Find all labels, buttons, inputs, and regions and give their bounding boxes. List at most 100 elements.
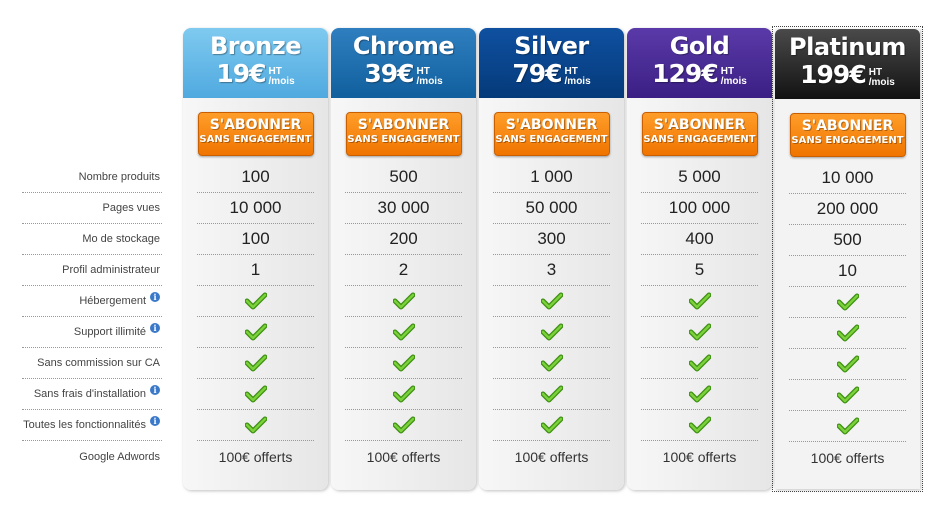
checkmark-icon (540, 292, 563, 310)
checkmark-icon (688, 323, 711, 341)
plan-value: 500 (789, 225, 906, 256)
info-icon[interactable]: i (150, 385, 160, 395)
plan-value: 10 000 (197, 193, 314, 224)
feature-included (345, 286, 462, 317)
plan-name: Chrome (352, 32, 455, 60)
plan-column-gold: Gold 129€ HT/mois S'ABONNER SANS ENGAGEMENT 5… (627, 28, 772, 490)
feature-label: Sans commission sur CA (22, 348, 162, 379)
plan-value: 50 000 (493, 193, 610, 224)
plan-values: 1 000 50 000 300 3 100€ offerts (479, 162, 624, 472)
checkmark-icon (540, 385, 563, 403)
plan-column-bronze: Bronze 19€ HT/mois S'ABONNER SANS ENGAGEMENT… (183, 28, 328, 490)
plan-header: Gold 129€ HT/mois (627, 28, 772, 98)
feature-label: Hébergement i (22, 286, 162, 317)
feature-included (345, 348, 462, 379)
feature-included (789, 349, 906, 380)
price-unit: HT/mois (268, 66, 295, 87)
plan-price: 19€ HT/mois (183, 59, 328, 89)
checkmark-icon (392, 416, 415, 434)
plan-value: 100 000 (641, 193, 758, 224)
subscribe-button[interactable]: S'ABONNER SANS ENGAGEMENT (197, 112, 314, 156)
checkmark-icon (540, 354, 563, 372)
plan-column-chrome: Chrome 39€ HT/mois S'ABONNER SANS ENGAGEMENT… (331, 28, 476, 490)
feature-included (197, 379, 314, 410)
subscribe-button[interactable]: S'ABONNER SANS ENGAGEMENT (641, 112, 758, 156)
feature-label: Google Adwords (79, 450, 160, 463)
feature-included (789, 380, 906, 411)
subscribe-button[interactable]: S'ABONNER SANS ENGAGEMENT (493, 112, 610, 156)
checkmark-icon (688, 354, 711, 372)
plan-value: 300 (493, 224, 610, 255)
feature-included (789, 411, 906, 442)
plan-name: Gold (669, 32, 730, 60)
feature-included (493, 379, 610, 410)
plan-value: 200 000 (789, 194, 906, 225)
checkmark-icon (244, 323, 267, 341)
checkmark-icon (836, 293, 859, 311)
plan-header: Silver 79€ HT/mois (479, 28, 624, 98)
price-amount: 19€ (216, 59, 266, 88)
plan-value: 30 000 (345, 193, 462, 224)
plan-name: Platinum (789, 33, 906, 61)
feature-label: Profil administrateur (22, 255, 162, 286)
plan-values: 5 000 100 000 400 5 100€ offerts (627, 162, 772, 472)
feature-included (493, 286, 610, 317)
plan-name: Silver (514, 32, 589, 60)
feature-labels: Nombre produits Pages vues Mo de stockag… (22, 162, 162, 472)
checkmark-icon (244, 354, 267, 372)
plan-column-silver: Silver 79€ HT/mois S'ABONNER SANS ENGAGEMENT… (479, 28, 624, 490)
plan-price: 79€ HT/mois (479, 59, 624, 89)
plan-value: 100 (197, 162, 314, 193)
plan-header: Chrome 39€ HT/mois (331, 28, 476, 98)
feature-included (493, 410, 610, 441)
plan-name: Bronze (210, 32, 301, 60)
plan-value: 2 (345, 255, 462, 286)
plan-value: 1 (197, 255, 314, 286)
checkmark-icon (836, 386, 859, 404)
price-amount: 39€ (364, 59, 414, 88)
price-amount: 79€ (512, 59, 562, 88)
feature-included (345, 317, 462, 348)
plan-header: Bronze 19€ HT/mois (183, 28, 328, 98)
adwords-offer: 100€ offerts (810, 449, 885, 466)
price-unit: HT/mois (868, 67, 895, 88)
plan-value: 100 (197, 224, 314, 255)
feature-label: Pages vues (22, 193, 162, 224)
subscribe-button[interactable]: S'ABONNER SANS ENGAGEMENT (345, 112, 462, 156)
price-amount: 199€ (800, 60, 867, 89)
price-unit: HT/mois (564, 66, 591, 87)
feature-included (345, 379, 462, 410)
feature-included (641, 286, 758, 317)
feature-included (197, 410, 314, 441)
plan-values: 500 30 000 200 2 100€ offerts (331, 162, 476, 472)
feature-included (197, 317, 314, 348)
plan-price: 129€ HT/mois (627, 59, 772, 89)
plan-values: 100 10 000 100 1 100€ offerts (183, 162, 328, 472)
checkmark-icon (688, 416, 711, 434)
plan-value: 1 000 (493, 162, 610, 193)
price-unit: HT/mois (720, 66, 747, 87)
info-icon[interactable]: i (150, 323, 160, 333)
plan-value: 5 000 (641, 162, 758, 193)
checkmark-icon (836, 355, 859, 373)
info-icon[interactable]: i (150, 416, 160, 426)
checkmark-icon (688, 292, 711, 310)
feature-included (493, 348, 610, 379)
feature-included (641, 410, 758, 441)
plan-value: 10 (789, 256, 906, 287)
adwords-offer: 100€ offerts (366, 448, 441, 465)
checkmark-icon (392, 385, 415, 403)
price-amount: 129€ (652, 59, 719, 88)
plan-header: Platinum 199€ HT/mois (775, 29, 920, 99)
subscribe-button[interactable]: S'ABONNER SANS ENGAGEMENT (789, 113, 906, 157)
feature-included (641, 379, 758, 410)
checkmark-icon (836, 417, 859, 435)
plan-price: 39€ HT/mois (331, 59, 476, 89)
feature-included (789, 318, 906, 349)
checkmark-icon (244, 416, 267, 434)
adwords-offer: 100€ offerts (514, 448, 589, 465)
plan-value: 3 (493, 255, 610, 286)
info-icon[interactable]: i (150, 292, 160, 302)
feature-included (641, 317, 758, 348)
feature-label: Sans frais d'installation i (22, 379, 162, 410)
